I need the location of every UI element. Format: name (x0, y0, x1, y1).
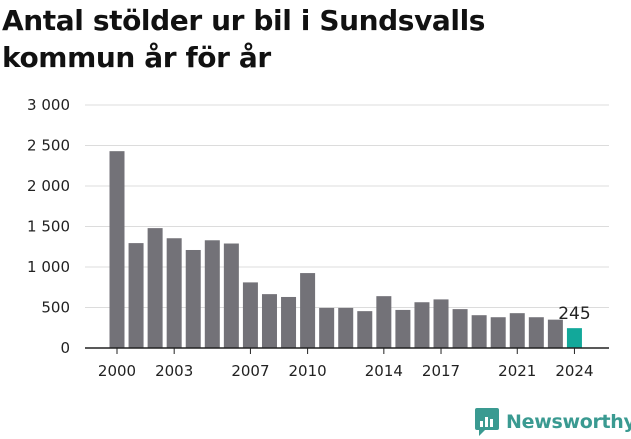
data-label-last: 245 (558, 304, 590, 324)
x-tick-label: 2000 (98, 362, 136, 380)
bar-2018 (452, 309, 468, 348)
bar-2005 (204, 240, 220, 348)
x-tick-label: 2024 (555, 362, 593, 380)
bar-2015 (395, 309, 411, 348)
newsworthy-chart-bubble-icon (475, 408, 499, 436)
gridlines (85, 104, 609, 308)
bar-2007 (242, 282, 258, 348)
bar-2002 (147, 228, 163, 348)
bar-2011 (319, 307, 335, 348)
x-tick-label: 2010 (289, 362, 327, 380)
logo-text: Newsworthy (506, 411, 631, 433)
bar-2014 (376, 296, 392, 348)
bar-2003 (166, 238, 182, 348)
chart-title: Antal stölder ur bil i Sundsvalls kommun… (2, 4, 486, 74)
y-tick-label: 1 000 (27, 258, 70, 276)
bar-2006 (223, 243, 239, 348)
x-axis-ticks: 2000 2003 2007 2010 2014 2017 2021 2024 (98, 348, 594, 380)
bar-2012 (338, 307, 354, 348)
x-tick-label: 2007 (231, 362, 269, 380)
bar-2024 (566, 328, 582, 348)
bar-2010 (300, 273, 316, 348)
y-axis-ticks: 0 500 1 000 1 500 2 000 2 500 3 000 (27, 96, 70, 357)
x-tick-label: 2003 (155, 362, 193, 380)
bar-2019 (471, 315, 487, 348)
y-tick-label: 0 (60, 339, 70, 357)
y-tick-label: 1 500 (27, 218, 70, 236)
x-tick-label: 2014 (365, 362, 403, 380)
bar-2023 (547, 319, 563, 348)
bar-2000 (109, 151, 125, 348)
y-tick-label: 2 000 (27, 177, 70, 195)
bar-2001 (128, 243, 144, 348)
x-tick-label: 2021 (498, 362, 536, 380)
newsworthy-logo: Newsworthy (474, 406, 631, 438)
y-tick-label: 2 500 (27, 137, 70, 155)
bars (109, 151, 582, 348)
bar-2022 (528, 317, 544, 348)
y-tick-label: 500 (41, 299, 70, 317)
x-tick-label: 2017 (422, 362, 460, 380)
bar-2004 (185, 249, 201, 348)
bar-2009 (281, 296, 297, 348)
bar-2013 (357, 311, 373, 348)
bar-2021 (509, 313, 525, 348)
bar-2016 (414, 302, 430, 348)
bar-2008 (261, 294, 277, 348)
data-labels: 245 (558, 304, 590, 324)
bar-2017 (433, 299, 449, 348)
y-tick-label: 3 000 (27, 96, 70, 114)
bar-2020 (490, 317, 506, 348)
